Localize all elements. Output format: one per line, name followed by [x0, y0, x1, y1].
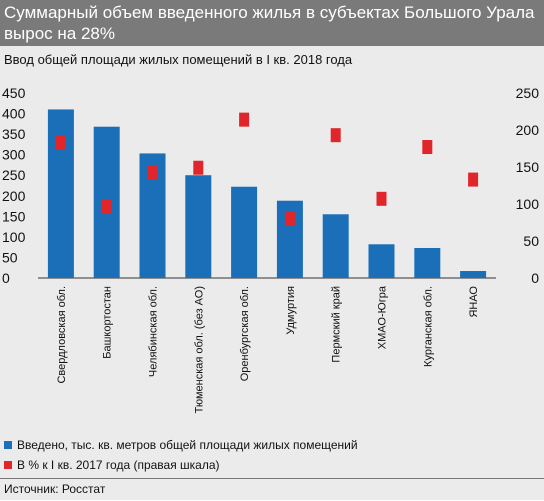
y-left-tick-label: 250	[2, 167, 26, 183]
y-right-tick-label: 50	[523, 233, 539, 249]
category-label: ХМАО-Югра	[377, 285, 389, 349]
legend-item-bars: Введено, тыс. кв. метров общей площади ж…	[4, 438, 358, 452]
source-text: Источник: Росстат	[4, 482, 106, 496]
category-label: Оренбургская обл.	[239, 286, 251, 381]
y-left-tick-label: 50	[2, 249, 18, 265]
legend-item-markers: В % к I кв. 2017 года (правая шкала)	[4, 458, 220, 472]
marker	[330, 128, 341, 143]
category-label: Тюменская обл. (без АО)	[193, 286, 205, 413]
y-right-tick-label: 250	[516, 85, 540, 101]
category-label: Башкортостан	[102, 286, 114, 359]
bar	[460, 271, 487, 278]
y-left-tick-label: 450	[2, 85, 26, 101]
legend-swatch-markers	[4, 461, 12, 469]
bar	[47, 109, 74, 278]
chart-title: Суммарный объем введенного жилья в субъе…	[4, 3, 535, 43]
bar	[368, 244, 395, 278]
y-left-tick-label: 100	[2, 229, 26, 245]
y-left-tick-label: 150	[2, 208, 26, 224]
category-label: Свердловская обл.	[56, 286, 68, 384]
marker	[422, 140, 433, 155]
marker	[284, 211, 295, 226]
marker	[376, 191, 387, 206]
bar	[414, 247, 441, 278]
category-label: Пермский край	[331, 286, 343, 363]
legend-label-bars: Введено, тыс. кв. метров общей площади ж…	[17, 438, 358, 452]
y-left-tick-label: 0	[2, 270, 10, 286]
y-right-tick-label: 0	[531, 270, 539, 286]
category-label: Курганская обл.	[422, 286, 434, 367]
marker	[147, 165, 158, 180]
y-right-tick-label: 200	[516, 122, 540, 138]
marker	[239, 112, 250, 127]
category-label: Челябинская обл.	[148, 286, 160, 377]
bar	[322, 214, 349, 278]
marker	[193, 160, 204, 175]
title-bar: Суммарный объем введенного жилья в субъе…	[0, 0, 544, 46]
y-left-tick-label: 350	[2, 126, 26, 142]
legend-swatch-bars	[4, 441, 12, 449]
category-label: ЯНАО	[468, 286, 480, 318]
category-label: Удмуртия	[285, 286, 297, 335]
marker	[468, 172, 479, 187]
bar	[185, 175, 212, 278]
y-right-tick-label: 100	[516, 196, 540, 212]
source-footer: Источник: Росстат	[0, 478, 544, 501]
y-left-tick-label: 200	[2, 188, 26, 204]
chart-plot: 0 50 100 150 200 250 300 350 400 450 0 50 100 150 200 2…	[2, 85, 540, 413]
legend-label-markers: В % к I кв. 2017 года (правая шкала)	[17, 458, 220, 472]
y-left-tick-label: 300	[2, 147, 26, 163]
marker	[55, 135, 66, 150]
y-right-tick-label: 150	[516, 159, 540, 175]
bar	[231, 186, 258, 278]
y-left-tick-label: 400	[2, 106, 26, 122]
marker	[101, 199, 112, 214]
chart-subtitle: Ввод общей площади жилых помещений в I к…	[4, 52, 353, 67]
